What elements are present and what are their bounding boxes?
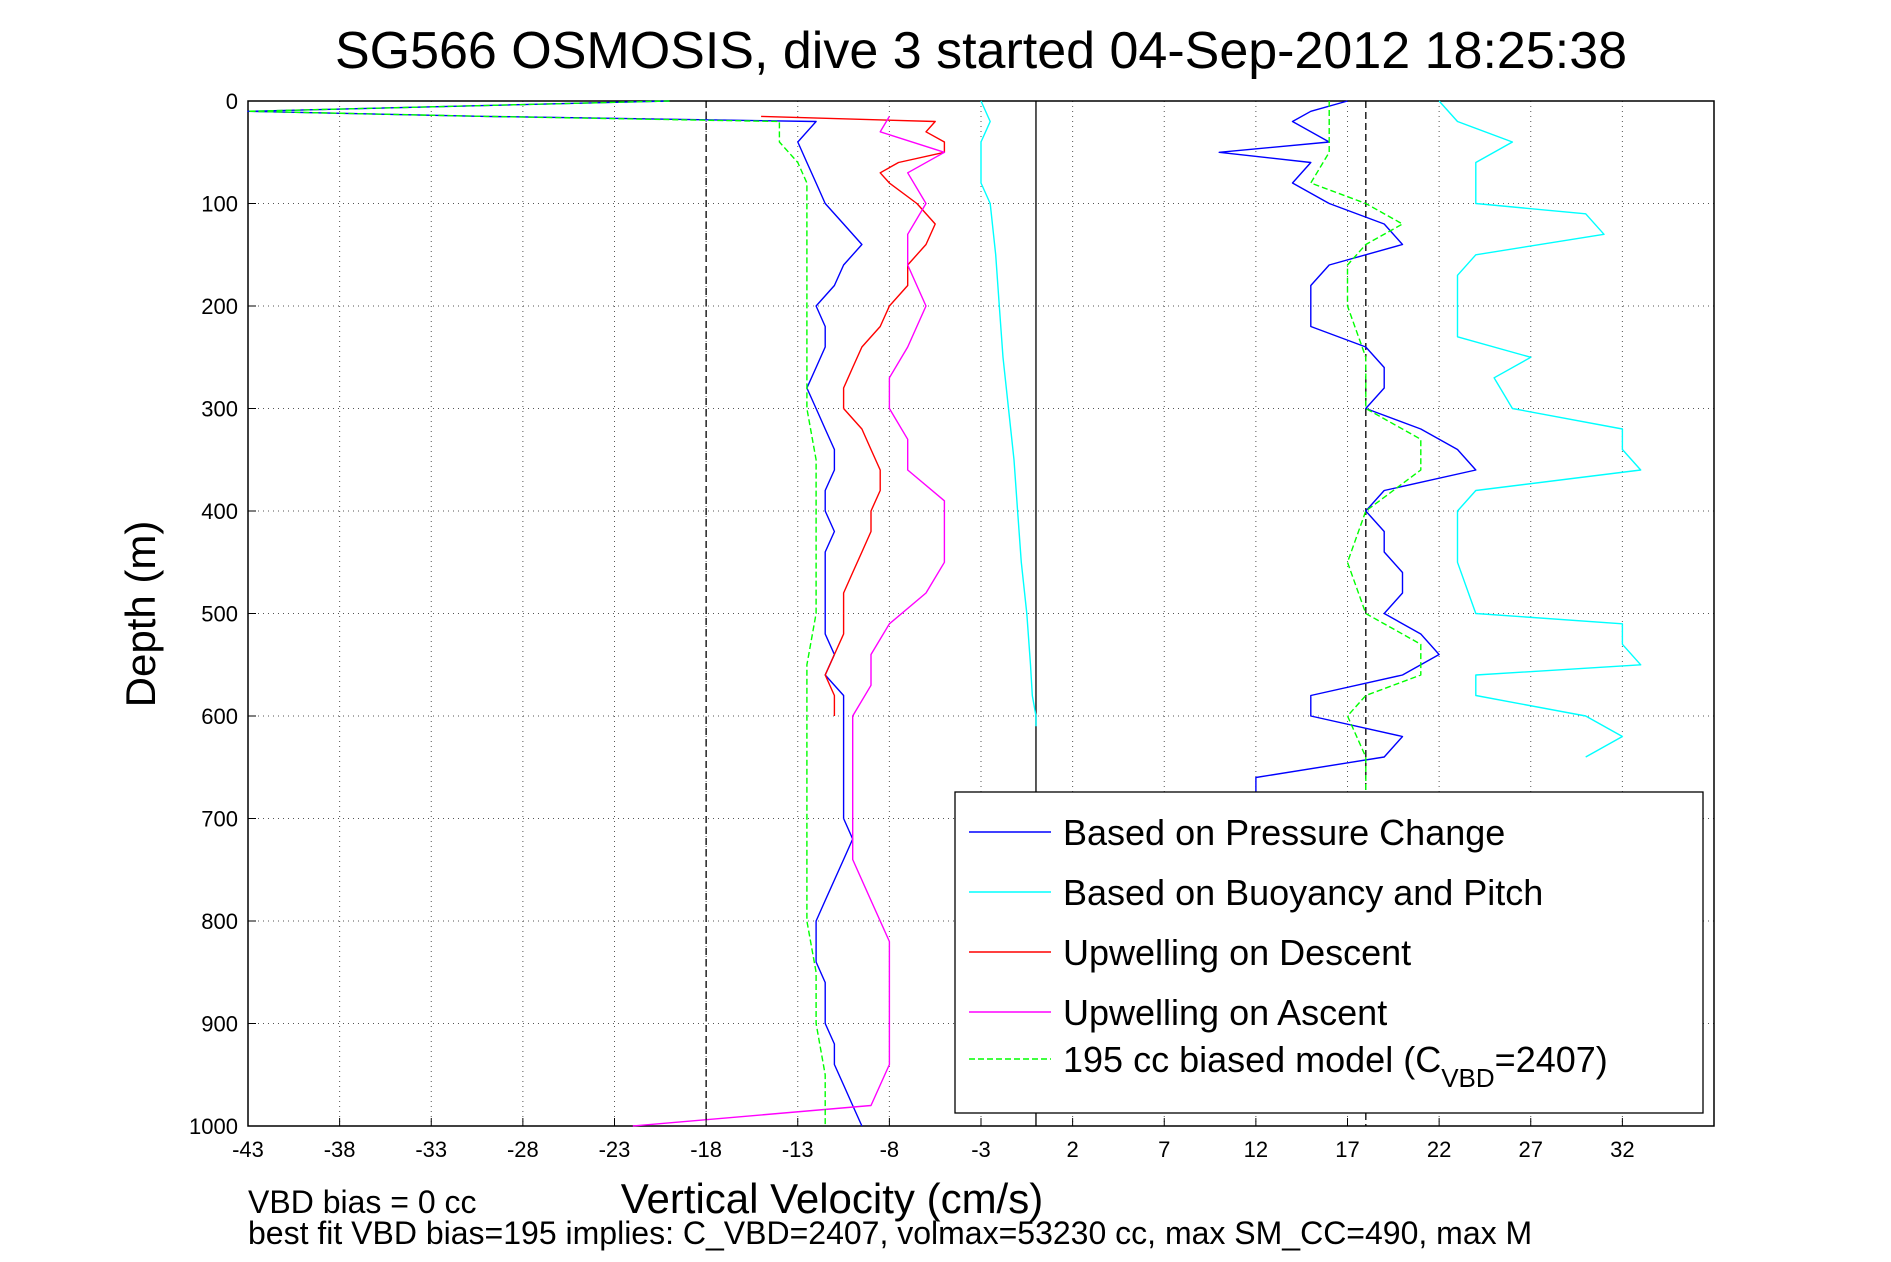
series-based-on-pressure-change	[1218, 100, 1477, 798]
footer-line1: VBD bias = 0 cc	[248, 1184, 477, 1220]
x-tick-label: 27	[1519, 1137, 1543, 1162]
y-tick-labels: 0 100 200 300 400 500 600 700 800 900 1000	[189, 89, 256, 1139]
y-tick-label: 300	[201, 397, 238, 422]
x-tick-label: -33	[415, 1137, 447, 1162]
x-tick-label: -13	[782, 1137, 814, 1162]
y-tick-label: 900	[201, 1012, 238, 1037]
x-tick-label: 32	[1610, 1137, 1634, 1162]
x-tick-label: -43	[232, 1137, 264, 1162]
x-tick-label: 7	[1158, 1137, 1170, 1162]
series-layer	[247, 100, 1642, 1127]
series-upwelling-on-ascent	[632, 116, 946, 1127]
legend-entry-label: Upwelling on Descent	[1063, 932, 1411, 973]
x-tick-label: 17	[1335, 1137, 1359, 1162]
x-tick-label: -28	[507, 1137, 539, 1162]
legend-entry-label: Upwelling on Ascent	[1063, 992, 1387, 1033]
x-tick-label: 12	[1244, 1137, 1268, 1162]
y-axis-label: Depth (m)	[117, 521, 164, 708]
y-tick-label: 1000	[189, 1114, 238, 1139]
y-tick-label: 700	[201, 807, 238, 832]
y-tick-label: 400	[201, 499, 238, 524]
chart-title: SG566 OSMOSIS, dive 3 started 04-Sep-201…	[335, 22, 1627, 80]
footer-line2: best fit VBD bias=195 implies: C_VBD=240…	[248, 1215, 1532, 1251]
y-tick-label: 0	[226, 89, 238, 114]
series-195-cc-biased-model-c-vbd-2407	[247, 100, 826, 1126]
y-tick-label: 500	[201, 602, 238, 627]
y-tick-label: 100	[201, 192, 238, 217]
x-axis-label: Vertical Velocity (cm/s)	[621, 1175, 1043, 1222]
series-based-on-pressure-change	[247, 100, 863, 1127]
legend-entry-label: Based on Buoyancy and Pitch	[1063, 872, 1543, 913]
series-195-cc-biased-model-c-vbd-2407	[1310, 101, 1422, 798]
series-upwelling-on-descent	[761, 115, 946, 716]
x-tick-label: -38	[324, 1137, 356, 1162]
x-tick-label: -23	[599, 1137, 631, 1162]
x-tick-label: 22	[1427, 1137, 1451, 1162]
x-tick-labels: -43 -38 -33 -28 -23 -18 -13 -8 -3 2 7 12 17 22 27 32	[232, 1118, 1635, 1162]
y-tick-label: 800	[201, 909, 238, 934]
x-tick-label: -18	[690, 1137, 722, 1162]
x-tick-label: -3	[971, 1137, 991, 1162]
series-based-on-buoyancy-and-pitch	[980, 100, 1037, 727]
x-tick-label: -8	[880, 1137, 900, 1162]
x-tick-label: 2	[1067, 1137, 1079, 1162]
y-tick-label: 600	[201, 704, 238, 729]
legend-box	[954, 791, 1704, 1114]
y-tick-label: 200	[201, 294, 238, 319]
series-based-on-buoyancy-and-pitch	[1438, 100, 1642, 758]
legend-entry-label: Based on Pressure Change	[1063, 812, 1505, 853]
legend: Based on Pressure Change Based on Buoyanc…	[954, 791, 1704, 1114]
